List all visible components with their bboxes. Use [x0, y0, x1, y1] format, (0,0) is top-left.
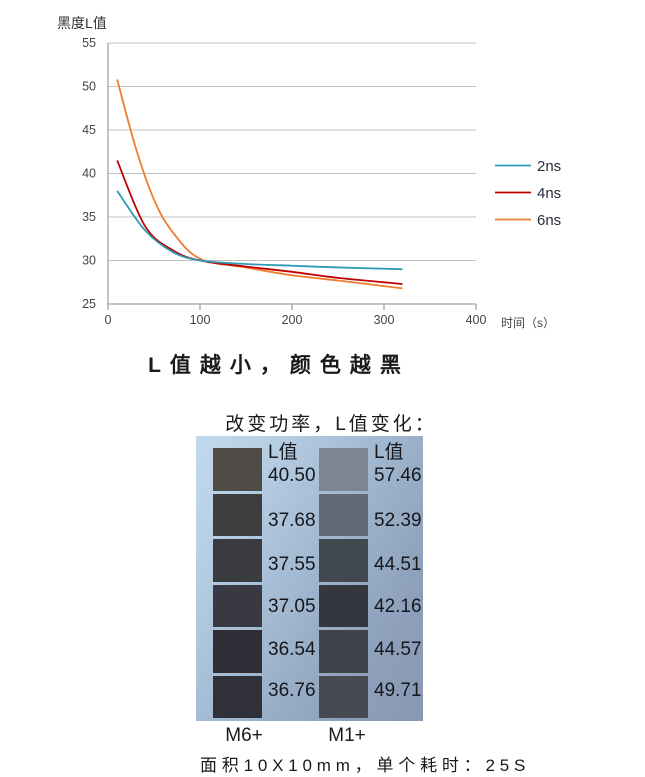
svg-text:30: 30: [82, 254, 96, 268]
svg-text:55: 55: [82, 36, 96, 50]
svg-text:50: 50: [82, 80, 96, 94]
svg-text:时间（s）: 时间（s）: [501, 316, 555, 330]
svg-text:45: 45: [82, 123, 96, 137]
svg-text:40: 40: [82, 167, 96, 181]
svg-text:300: 300: [374, 313, 395, 327]
svg-text:0: 0: [105, 313, 112, 327]
svg-text:200: 200: [282, 313, 303, 327]
svg-text:25: 25: [82, 297, 96, 311]
svg-text:100: 100: [190, 313, 211, 327]
svg-text:35: 35: [82, 210, 96, 224]
svg-text:4ns: 4ns: [537, 185, 561, 202]
svg-text:6ns: 6ns: [537, 212, 561, 229]
svg-text:400: 400: [466, 313, 487, 327]
svg-text:2ns: 2ns: [537, 158, 561, 175]
